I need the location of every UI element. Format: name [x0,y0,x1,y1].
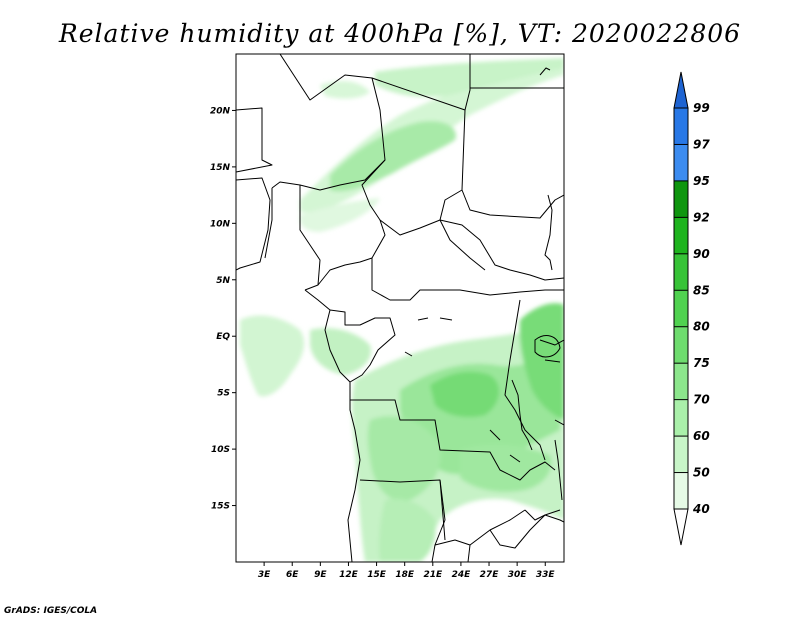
lake-victoria [534,335,561,358]
colorbar-label: 95 [693,174,710,188]
lon-tick-label: 9E [314,570,327,580]
colorbar-label: 97 [693,137,710,151]
longitude-ticks: 3E 6E 9E 12E 15E 18E 21E 24E 27E 30E 33E [258,562,556,580]
lon-tick-label: 21E [423,570,443,580]
border-car [379,219,564,281]
lat-tick-label: 20N [210,106,231,116]
border-east-lakes [504,299,564,461]
lon-tick-label: 12E [339,570,359,580]
colorbar-label: 99 [693,101,710,115]
coastline-central [304,289,361,562]
map-panel: 20N 15N 10N 5N EQ 5S 10S 15S 3E 6E 9E 12E 15E 18E 21E… [210,53,565,580]
shade-sahel-strip [299,198,380,232]
border-sudan [439,189,564,271]
border-mozambique [524,509,564,523]
colorbar-box [674,363,688,400]
coastline-west-africa [236,107,273,271]
colorbar-max-triangle [673,71,689,109]
lon-tick-label: 3E [258,570,271,580]
colorbar-label: 80 [693,320,710,334]
border-angola-namibia [359,479,526,546]
colorbar-label: 50 [693,466,710,480]
border-namibia-south [431,544,471,562]
border-libya-chad [371,54,564,221]
border-zambia [439,479,561,549]
lat-tick-label: 15N [210,163,231,173]
colorbar-box [674,290,688,327]
lon-tick-label: 24E [452,570,472,580]
colorbar-box [674,326,688,364]
colorbar-label: 90 [693,247,710,261]
lon-tick-label: 18E [395,570,415,580]
shade-gabon [310,328,371,375]
colorbar-box [674,472,688,509]
lat-tick-label: 5S [217,389,230,399]
shade-north-band-mid [330,121,456,192]
colorbar-label: 92 [693,210,710,224]
lon-tick-label: 30E [508,570,528,580]
colorbar-label: 75 [693,356,710,370]
border-nigeria-cameroon [264,185,321,286]
border-congo-gabon [329,309,396,383]
shade-east-deep [519,303,564,420]
colorbar-box [674,217,688,254]
colorbar-box [674,108,688,145]
colorbar-box [674,144,688,181]
map-frame [235,53,565,563]
coast-ne [539,67,553,271]
shade-west-equator [240,315,305,397]
shade-angola [367,416,441,501]
credit-text: GrADS: IGES/COLA [4,606,97,616]
lat-tick-label: EQ [216,332,230,342]
country-borders [236,54,564,562]
lat-tick-label: 15S [211,502,230,512]
shade-south-tail [379,498,436,562]
latitude-ticks: 20N 15N 10N 5N EQ 5S 10S 15S [210,106,236,512]
colorbar-box [674,253,688,291]
lat-tick-label: 10S [211,445,230,455]
colorbar-box [674,399,688,437]
lat-tick-label: 10N [210,219,231,229]
colorbar-label: 40 [692,502,710,516]
colorbar-min-triangle [673,508,689,546]
river-detail [404,317,521,463]
lon-tick-label: 27E [480,570,500,580]
lon-tick-label: 6E [286,570,299,580]
colorbar-label: 60 [693,429,710,443]
border-drc-angola [350,399,556,481]
colorbar-legend: 40 50 60 70 75 80 85 90 92 95 97 99 [673,71,710,546]
colorbar-box [674,180,688,218]
border-drc-north [371,258,564,301]
lake-malawi [554,439,563,501]
lake-tanganyika [511,379,533,451]
figure-title: Relative humidity at 400hPa [%], VT: 202… [58,19,741,48]
lon-tick-label: 33E [536,570,556,580]
colorbar-label: 70 [693,393,710,407]
shade-zambia [460,444,552,492]
colorbar-label: 85 [693,283,710,297]
lat-tick-label: 5N [216,276,230,286]
lon-tick-label: 15E [367,570,387,580]
shade-congo-deep [430,371,500,417]
shade-nw-patch [320,80,370,99]
colorbar-box [674,436,688,473]
